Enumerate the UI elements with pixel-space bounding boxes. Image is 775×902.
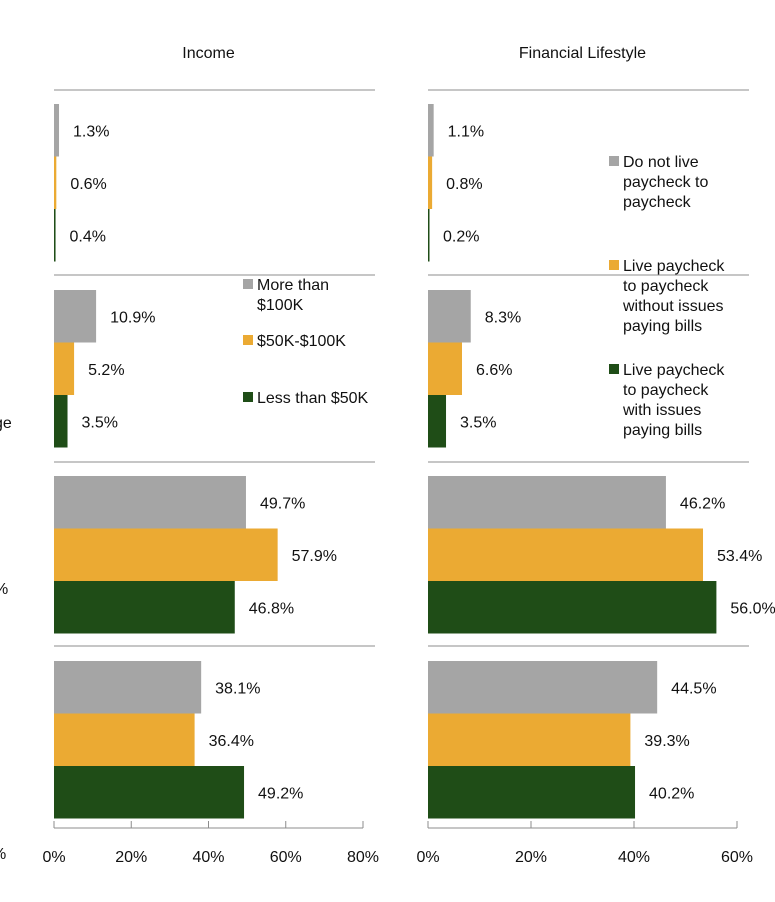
- data-label: 49.7%: [260, 495, 305, 512]
- bar: [54, 661, 202, 714]
- bar: [428, 766, 636, 819]
- data-label: 1.3%: [73, 123, 109, 140]
- legend-item-not-paycheck: Do not live paycheck to paycheck: [609, 153, 708, 213]
- bar: [428, 476, 666, 529]
- legend-label: paycheck to: [623, 174, 709, 191]
- legend-label: $100K: [257, 297, 304, 314]
- legend-label: to paycheck: [623, 382, 709, 399]
- legend-swatch: [243, 335, 253, 345]
- data-label: 49.2%: [258, 785, 303, 802]
- data-label: 44.5%: [671, 680, 716, 697]
- chart-title: Financial Lifestyle: [519, 45, 646, 62]
- legend-swatch: [243, 279, 253, 289]
- legend-label: to paycheck: [623, 278, 709, 295]
- legend-label: More than: [257, 277, 330, 294]
- legend-item-more-than-100k: More than $100K: [243, 276, 329, 316]
- data-label: 5.2%: [88, 362, 124, 379]
- cropped-category-label: %: [0, 580, 8, 600]
- legend-label: Do not live: [623, 154, 699, 171]
- legend-swatch: [609, 156, 619, 166]
- data-label: 0.8%: [446, 176, 482, 193]
- data-label: 6.6%: [476, 362, 512, 379]
- legend-item-50k-100k: $50K-$100K: [243, 332, 346, 352]
- data-label: 0.2%: [443, 228, 479, 245]
- bar: [428, 713, 631, 766]
- legend-label: with issues: [623, 402, 702, 419]
- bar: [428, 290, 471, 343]
- bar: [54, 104, 60, 157]
- x-tick-label: 0%: [42, 849, 65, 866]
- bar: [54, 290, 97, 343]
- bar: [54, 713, 195, 766]
- bar: [428, 342, 462, 395]
- legend-label: $50K-$100K: [257, 333, 346, 350]
- data-label: 46.2%: [680, 495, 725, 512]
- legend-swatch: [243, 392, 253, 402]
- bar: [54, 156, 57, 209]
- x-tick-label: 40%: [618, 849, 650, 866]
- data-label: 10.9%: [110, 309, 155, 326]
- x-tick-label: 0%: [416, 849, 439, 866]
- bar: [428, 209, 430, 262]
- data-label: 53.4%: [717, 548, 762, 565]
- data-label: 36.4%: [209, 733, 254, 750]
- legend-item-less-than-50k: Less than $50K: [243, 389, 368, 409]
- x-tick-label: 80%: [347, 849, 379, 866]
- bar: [428, 395, 447, 448]
- legend-label: paying bills: [623, 318, 703, 335]
- legend-item-paycheck-with-issues: Live paycheck to paycheck with issues pa…: [609, 361, 724, 441]
- bar: [54, 342, 75, 395]
- bar: [428, 156, 433, 209]
- bar: [54, 766, 245, 819]
- bar: [54, 581, 235, 634]
- data-label: 1.1%: [448, 123, 484, 140]
- data-label: 57.9%: [292, 548, 337, 565]
- bar: [428, 104, 434, 157]
- data-label: 56.0%: [730, 600, 775, 617]
- x-tick-label: 60%: [270, 849, 302, 866]
- bar: [428, 581, 717, 634]
- x-tick-label: 20%: [115, 849, 147, 866]
- cropped-tick-label: %: [0, 845, 6, 865]
- bar: [54, 395, 68, 448]
- data-label: 3.5%: [460, 414, 496, 431]
- data-label: 3.5%: [82, 414, 118, 431]
- data-label: 46.8%: [249, 600, 294, 617]
- data-label: 39.3%: [644, 733, 689, 750]
- legend-item-paycheck-no-issues: Live paycheck to paycheck without issues…: [609, 257, 724, 337]
- legend-label: Live paycheck: [623, 362, 725, 379]
- cropped-category-label: ge: [0, 415, 12, 432]
- data-label: 40.2%: [649, 785, 694, 802]
- bar: [54, 209, 56, 262]
- legend-label: Less than $50K: [257, 390, 369, 407]
- legend-label: without issues: [623, 298, 724, 315]
- legend-swatch: [609, 260, 619, 270]
- x-tick-label: 20%: [515, 849, 547, 866]
- legend-swatch: [609, 364, 619, 374]
- bar: [428, 661, 658, 714]
- chart-title: Income: [182, 45, 235, 62]
- data-label: 0.6%: [70, 176, 106, 193]
- legend-label: Live paycheck: [623, 258, 725, 275]
- x-tick-label: 40%: [192, 849, 224, 866]
- legend-label: paying bills: [623, 422, 703, 439]
- bar: [428, 528, 704, 581]
- data-label: 38.1%: [215, 680, 260, 697]
- data-label: 0.4%: [70, 228, 106, 245]
- x-tick-label: 60%: [721, 849, 753, 866]
- bar: [54, 476, 246, 529]
- bar: [54, 528, 278, 581]
- legend-label: paycheck: [623, 194, 691, 211]
- data-label: 8.3%: [485, 309, 521, 326]
